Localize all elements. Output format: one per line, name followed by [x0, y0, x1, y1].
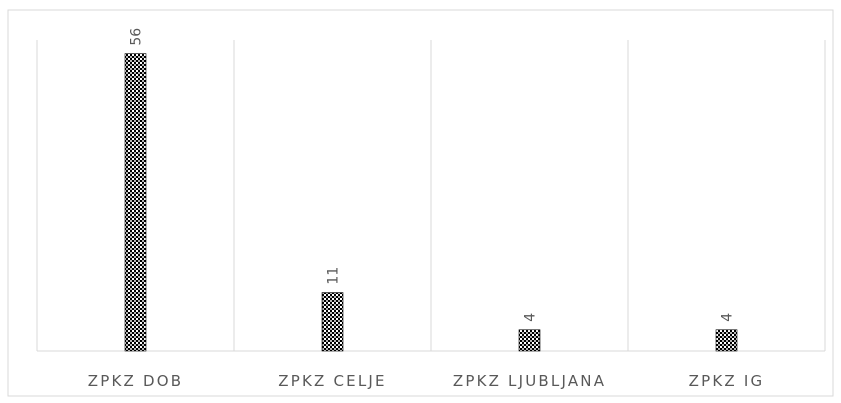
category-label-3: ZPKZ LJUBLJANA	[453, 372, 606, 390]
category-labels: ZPKZ DOB ZPKZ CELJE ZPKZ LJUBLJANA ZPKZ IG	[88, 372, 765, 390]
data-label-1: 56	[129, 28, 145, 46]
data-label-3: 4	[523, 313, 539, 322]
data-labels: 56 11 4 4	[129, 28, 736, 322]
chart-border	[7, 9, 834, 397]
bar-4	[715, 329, 738, 352]
category-label-2: ZPKZ CELJE	[278, 372, 386, 390]
data-label-4: 4	[720, 313, 736, 322]
category-label-4: ZPKZ IG	[689, 372, 765, 390]
category-label-1: ZPKZ DOB	[88, 372, 183, 390]
data-label-2: 11	[326, 267, 342, 285]
bar-2	[321, 292, 344, 352]
category-gridlines	[36, 40, 826, 351]
bar-3	[518, 329, 541, 352]
bar-1	[124, 53, 147, 352]
bars	[124, 53, 738, 352]
